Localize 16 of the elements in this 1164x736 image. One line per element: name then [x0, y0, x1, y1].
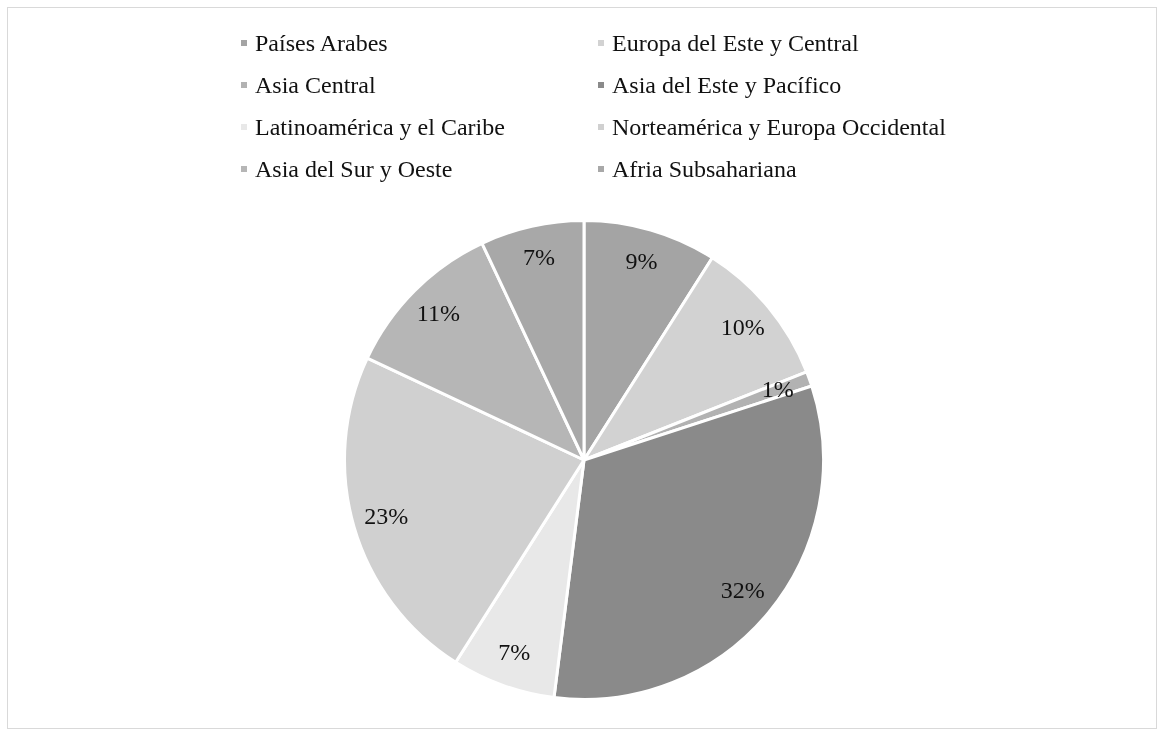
- data-label: 7%: [523, 244, 556, 271]
- data-label: 7%: [498, 639, 531, 666]
- legend-label: Asia Central: [255, 71, 376, 99]
- legend-label: Europa del Este y Central: [612, 29, 859, 57]
- data-label: 11%: [416, 299, 460, 326]
- legend-label: Latinoamérica y el Caribe: [255, 113, 505, 141]
- legend-label: Asia del Sur y Oeste: [255, 155, 453, 183]
- data-label: 32%: [720, 576, 765, 603]
- data-label: 23%: [364, 502, 409, 529]
- data-label: 1%: [761, 375, 794, 402]
- data-label: 10%: [720, 314, 765, 341]
- legend-label: Afria Subsahariana: [612, 155, 797, 183]
- data-label: 9%: [625, 247, 658, 274]
- legend-label: Asia del Este y Pacífico: [612, 71, 842, 99]
- legend-label: Países Arabes: [255, 29, 388, 57]
- legend-label: Norteamérica y Europa Occidental: [612, 113, 946, 141]
